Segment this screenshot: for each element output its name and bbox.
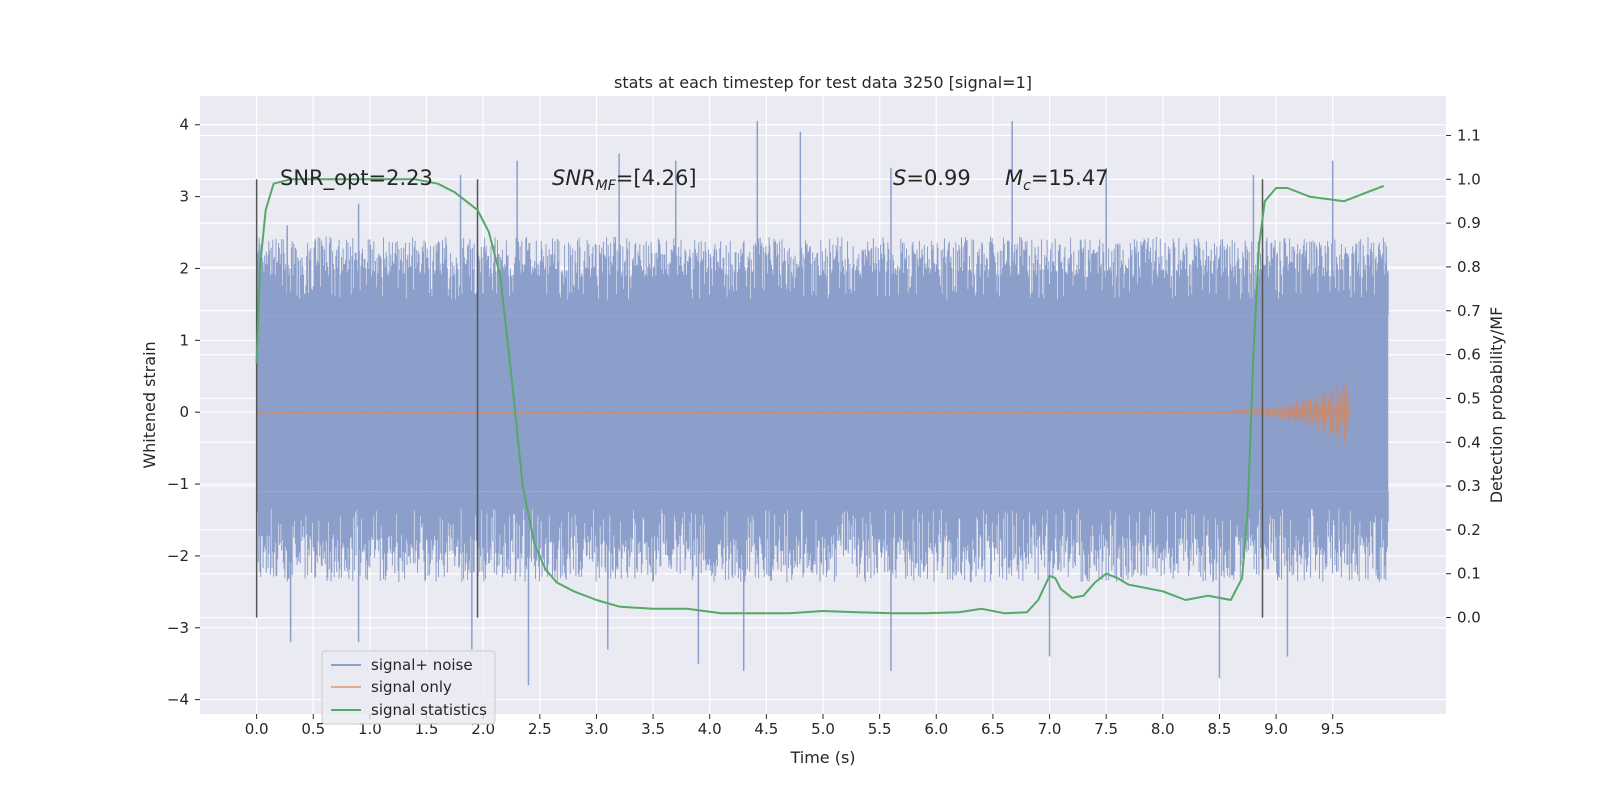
x-tick-label: 5.0 (811, 720, 835, 738)
x-tick-label: 7.0 (1038, 720, 1062, 738)
annotation-mc: Mc=15.47 (1005, 166, 1109, 194)
signal-noise-series (256, 121, 1389, 686)
x-tick-label: 3.5 (641, 720, 665, 738)
y2-tick-label: 0.6 (1457, 346, 1481, 364)
x-tick-label: 5.5 (868, 720, 892, 738)
x-tick-label: 4.0 (698, 720, 722, 738)
y2-tick-label: 1.0 (1457, 170, 1481, 188)
annotation-mc-sub: c (1023, 178, 1031, 194)
annotation-s: S=0.99 (893, 166, 971, 190)
x-axis-label: Time (s) (789, 748, 855, 767)
legend: signal+ noise signal only signal statist… (321, 650, 496, 725)
x-tick-label: 9.0 (1264, 720, 1288, 738)
annotation-snr-mf-value: =[4.26] (616, 166, 697, 190)
annotation-snr-mf-sub: MF (596, 178, 617, 194)
y2-tick-label: 0.8 (1457, 258, 1481, 276)
x-tick-label: 3.0 (585, 720, 609, 738)
x-tick-label: 0.5 (301, 720, 325, 738)
chart-title: stats at each timestep for test data 325… (614, 73, 1032, 92)
signal-statistics-series (255, 178, 1385, 615)
y-tick-labels: 4 3 2 1 0 −1 −2 −3 −4 (167, 116, 200, 709)
signal-only-series (256, 381, 1351, 446)
y-axis-label: Whitened strain (140, 341, 159, 468)
x-tick-label: 4.5 (754, 720, 778, 738)
x-tick-label: 6.5 (981, 720, 1005, 738)
y-tick-label: −3 (167, 619, 189, 637)
x-tick-label: 8.5 (1208, 720, 1232, 738)
y2-tick-label: 0.0 (1457, 609, 1481, 627)
x-tick-label: 0.0 (245, 720, 269, 738)
y-tick-label: 0 (179, 403, 189, 421)
legend-label-statistics: signal statistics (371, 701, 487, 719)
y2-tick-label: 0.9 (1457, 214, 1481, 232)
annotation-snr-mf-main: SNR (552, 166, 596, 190)
annotation-mc-main: M (1005, 166, 1023, 190)
y2-tick-labels: 1.1 1.0 0.9 0.8 0.7 0.6 0.5 0.4 0.3 0.2 0.1 0.0 (1446, 126, 1481, 627)
y2-tick-label: 0.5 (1457, 389, 1481, 407)
y2-tick-label: 1.1 (1457, 126, 1481, 144)
x-tick-label: 9.5 (1321, 720, 1345, 738)
annotation-s-label: S (893, 166, 906, 190)
y2-tick-label: 0.1 (1457, 565, 1481, 583)
y-tick-label: −1 (167, 475, 189, 493)
x-tick-label: 8.0 (1151, 720, 1175, 738)
y2-tick-label: 0.3 (1457, 477, 1481, 495)
y2-axis-label: Detection probability/MF (1487, 307, 1506, 504)
signal-only-line (256, 381, 1351, 446)
y2-tick-label: 0.4 (1457, 433, 1481, 451)
vertical-markers (255, 179, 1264, 618)
y-tick-label: 2 (179, 259, 189, 277)
y-tick-label: 4 (179, 116, 189, 134)
y2-tick-label: 0.7 (1457, 302, 1481, 320)
legend-box (321, 650, 496, 725)
x-tick-label: 7.5 (1094, 720, 1118, 738)
y-tick-label: −4 (167, 691, 189, 709)
y-tick-label: −2 (167, 547, 189, 565)
y-tick-label: 3 (179, 188, 189, 206)
signal-statistics-line (255, 178, 1385, 615)
legend-label-signal-only: signal only (371, 678, 452, 696)
y2-tick-label: 0.2 (1457, 521, 1481, 539)
annotation-snr-opt: SNR_opt=2.23 (280, 166, 433, 191)
x-tick-label: 6.0 (924, 720, 948, 738)
noise-core-band (256, 315, 1389, 492)
x-tick-label: 2.5 (528, 720, 552, 738)
annotation-mc-value: =15.47 (1031, 166, 1109, 190)
annotation-snr-mf: SNRMF=[4.26] (552, 166, 697, 194)
legend-label-noise: signal+ noise (371, 656, 473, 674)
y-tick-label: 1 (179, 331, 189, 349)
annotation-s-value: =0.99 (906, 166, 970, 190)
